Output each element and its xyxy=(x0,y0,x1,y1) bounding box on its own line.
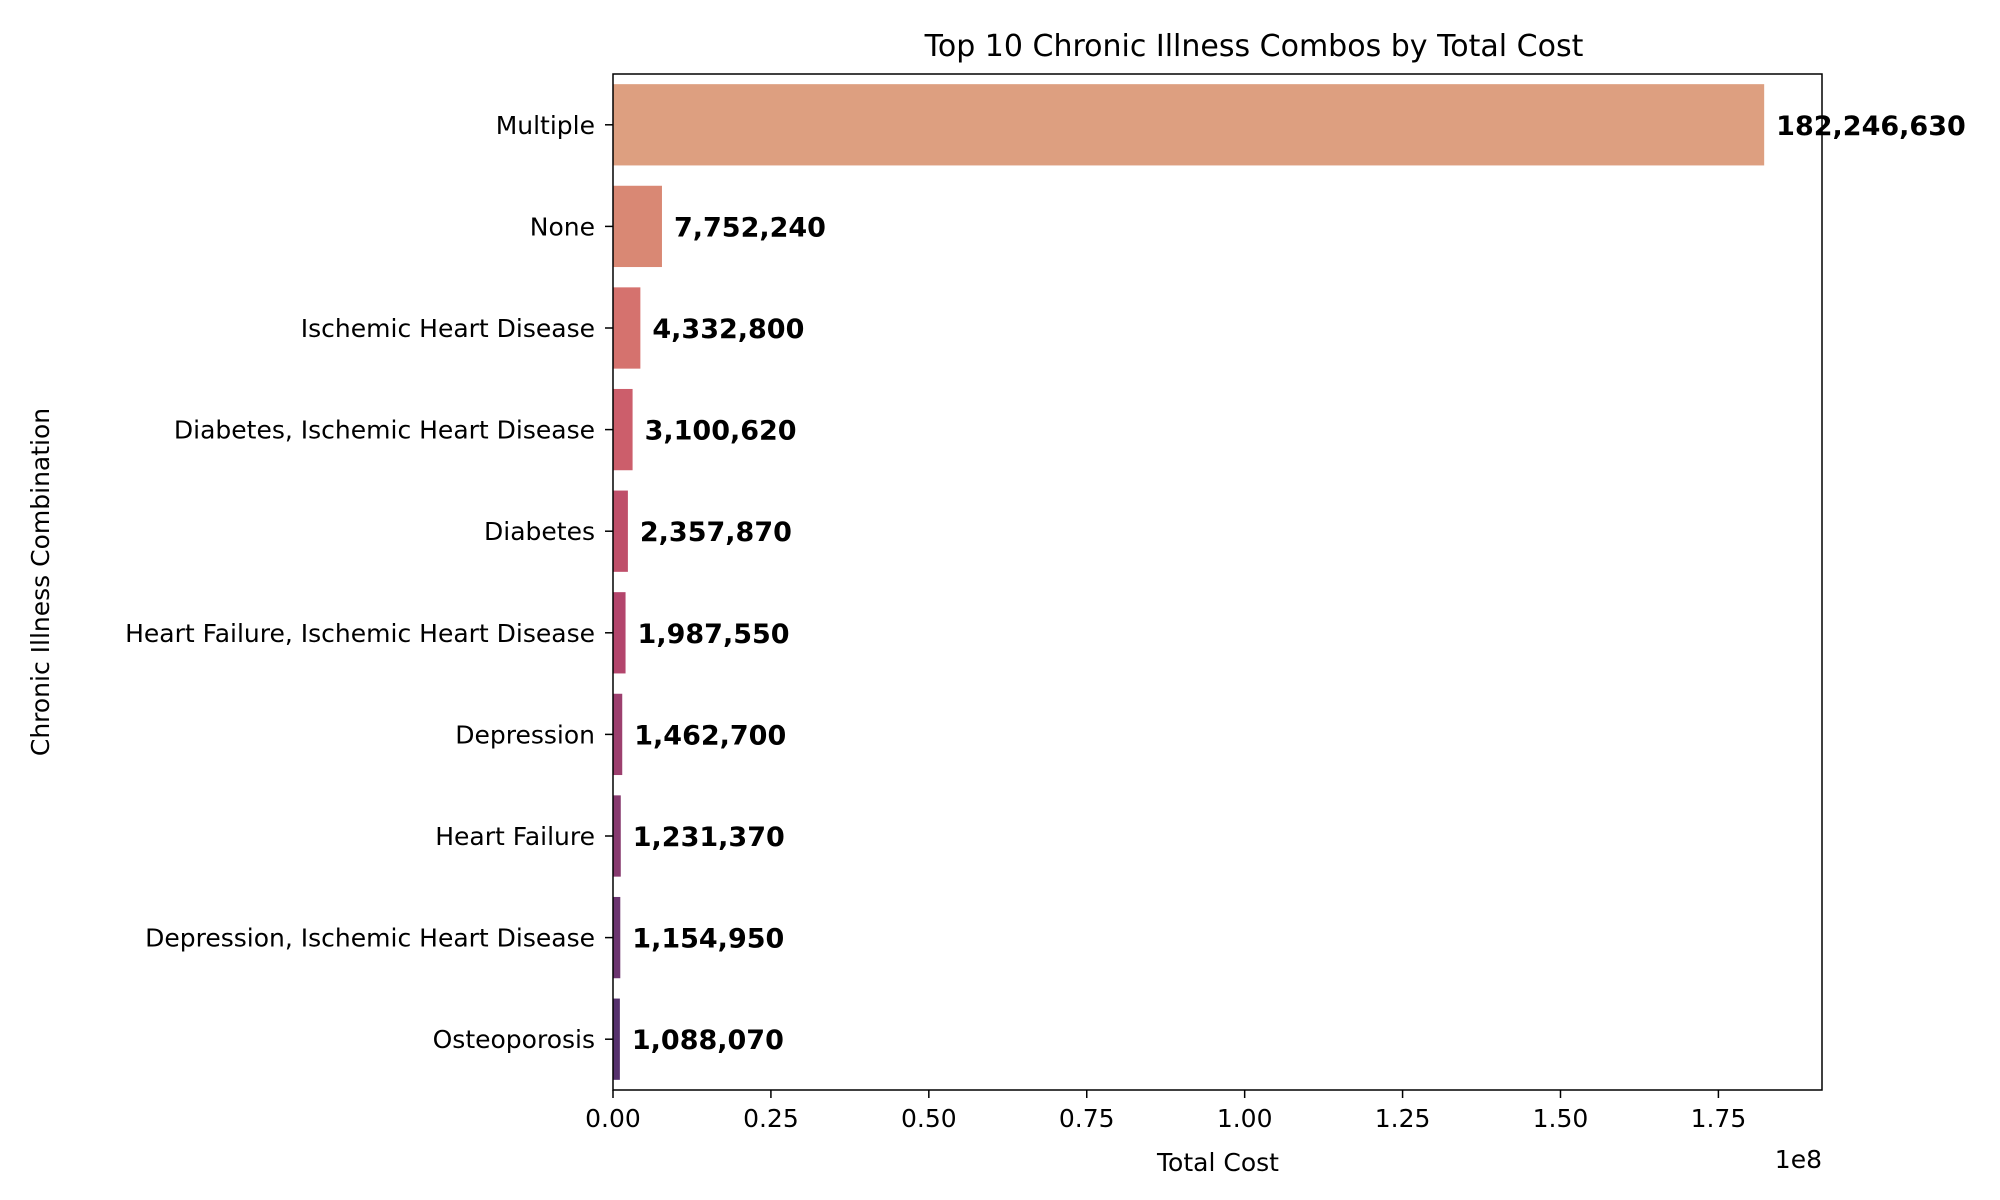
y-tick-label: Diabetes, Ischemic Heart Disease xyxy=(174,416,595,445)
plot-frame xyxy=(612,73,1823,1091)
y-tick-label: Osteoporosis xyxy=(433,1025,595,1054)
bar xyxy=(613,185,662,268)
bar-value-label: 1,231,370 xyxy=(633,822,785,853)
bar xyxy=(613,795,621,877)
x-tick-label: 0.25 xyxy=(743,1104,799,1133)
bar xyxy=(613,592,626,674)
bar xyxy=(613,693,623,776)
y-tick-label: Heart Failure, Ischemic Heart Disease xyxy=(125,619,595,648)
bar xyxy=(613,287,641,369)
x-tick-label: 1.50 xyxy=(1533,1104,1589,1133)
bar-value-label: 4,332,800 xyxy=(652,314,804,345)
x-tick-label: 0.50 xyxy=(901,1104,957,1133)
x-axis-label: Total Cost xyxy=(1156,1148,1279,1177)
y-tick-label: Diabetes xyxy=(484,517,595,546)
bar xyxy=(613,896,621,979)
y-tick-label: None xyxy=(530,212,595,241)
bars-layer: 182,246,630 7,752,240 4,332,800 3,100,620 2,… xyxy=(613,84,1966,1080)
x-tick-label: 1.25 xyxy=(1375,1104,1431,1133)
y-tick-label: Depression xyxy=(455,720,595,749)
bar-value-label: 1,154,950 xyxy=(632,924,784,955)
x-tick-label: 0.00 xyxy=(585,1104,641,1133)
bar-value-label: 3,100,620 xyxy=(645,416,797,447)
y-tick-label: Depression, Ischemic Heart Disease xyxy=(145,924,595,953)
y-axis: Multiple None Ischemic Heart Disease Diabet… xyxy=(125,111,613,1054)
x-axis: 0.00 0.25 0.50 0.75 1.00 1.25 1.50 1.75 xyxy=(585,1090,1746,1133)
x-tick-label: 1.75 xyxy=(1691,1104,1747,1133)
x-tick-label: 1.00 xyxy=(1217,1104,1273,1133)
y-axis-label: Chronic Illness Combination xyxy=(26,408,55,756)
bar xyxy=(613,388,633,471)
x-tick-label: 0.75 xyxy=(1059,1104,1115,1133)
bar-value-label: 7,752,240 xyxy=(674,212,826,243)
chart-title: Top 10 Chronic Illness Combos by Total C… xyxy=(924,29,1584,64)
y-tick-label: Heart Failure xyxy=(435,822,595,851)
bar-value-label: 1,462,700 xyxy=(634,720,786,751)
bar-value-label: 2,357,870 xyxy=(640,517,792,548)
bar xyxy=(613,84,1765,166)
bar xyxy=(613,998,620,1080)
bar-value-label: 1,088,070 xyxy=(632,1025,784,1056)
y-tick-label: Multiple xyxy=(496,111,595,140)
y-tick-label: Ischemic Heart Disease xyxy=(301,314,595,343)
bar-value-label: 1,987,550 xyxy=(638,619,790,650)
x-axis-offset-text: 1e8 xyxy=(1775,1145,1822,1174)
bar-value-label: 182,246,630 xyxy=(1776,111,1966,142)
bar xyxy=(613,490,628,572)
